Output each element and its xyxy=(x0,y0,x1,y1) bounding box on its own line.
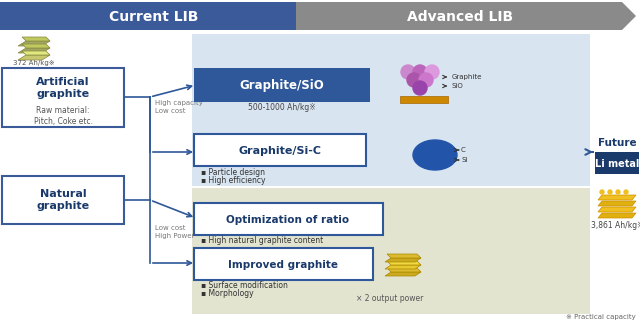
FancyBboxPatch shape xyxy=(192,188,590,314)
Text: Graphite: Graphite xyxy=(452,74,483,80)
FancyBboxPatch shape xyxy=(194,134,366,166)
Text: C: C xyxy=(461,147,466,153)
Text: High capacity
Low cost: High capacity Low cost xyxy=(155,100,203,114)
Ellipse shape xyxy=(413,140,457,170)
Text: Graphite/SiO: Graphite/SiO xyxy=(239,79,324,92)
FancyBboxPatch shape xyxy=(2,68,124,127)
Polygon shape xyxy=(296,2,636,30)
Text: Natural
graphite: Natural graphite xyxy=(36,189,90,211)
Polygon shape xyxy=(598,207,636,212)
Polygon shape xyxy=(387,254,421,258)
Text: ▪ High efficiency: ▪ High efficiency xyxy=(201,176,266,185)
Text: Optimization of ratio: Optimization of ratio xyxy=(227,215,349,225)
Text: ※ Practical capacity: ※ Practical capacity xyxy=(566,314,636,320)
Polygon shape xyxy=(385,258,421,262)
Polygon shape xyxy=(385,272,421,276)
Polygon shape xyxy=(18,41,50,46)
Circle shape xyxy=(401,65,415,79)
Text: × 2 output power: × 2 output power xyxy=(356,294,424,303)
Text: Raw material:
Pitch, Coke etc.: Raw material: Pitch, Coke etc. xyxy=(33,106,93,126)
Text: Future: Future xyxy=(598,138,637,148)
Circle shape xyxy=(425,65,439,79)
Text: 500-1000 Ah/kg※: 500-1000 Ah/kg※ xyxy=(248,102,316,111)
Polygon shape xyxy=(598,201,636,206)
Circle shape xyxy=(616,190,620,194)
Text: Graphite/Si-C: Graphite/Si-C xyxy=(239,146,321,156)
Polygon shape xyxy=(598,213,636,218)
Text: SiO: SiO xyxy=(452,83,464,89)
Polygon shape xyxy=(598,195,636,200)
Circle shape xyxy=(413,81,427,95)
FancyBboxPatch shape xyxy=(194,203,383,235)
Text: Li metal: Li metal xyxy=(595,159,639,169)
FancyBboxPatch shape xyxy=(595,152,639,174)
Circle shape xyxy=(407,73,421,87)
Polygon shape xyxy=(18,55,50,60)
Text: Current LIB: Current LIB xyxy=(109,10,198,24)
Circle shape xyxy=(600,190,604,194)
Text: ▪ High natural graphite content: ▪ High natural graphite content xyxy=(201,236,323,245)
FancyBboxPatch shape xyxy=(194,68,370,102)
Text: ▪ Surface modification: ▪ Surface modification xyxy=(201,281,288,290)
Polygon shape xyxy=(387,261,421,265)
Text: Advanced LIB: Advanced LIB xyxy=(407,10,513,24)
Circle shape xyxy=(608,190,612,194)
Text: Artificial
graphite: Artificial graphite xyxy=(36,77,90,99)
Text: Low cost
High Power: Low cost High Power xyxy=(155,225,195,239)
Polygon shape xyxy=(18,48,50,53)
FancyBboxPatch shape xyxy=(400,96,448,103)
Circle shape xyxy=(413,65,427,79)
Circle shape xyxy=(419,73,433,87)
Text: ▪ Particle design: ▪ Particle design xyxy=(201,168,265,177)
Text: 372 Ah/kg※: 372 Ah/kg※ xyxy=(13,60,55,66)
Polygon shape xyxy=(22,37,50,41)
Polygon shape xyxy=(385,265,421,269)
Text: ▪ Morphology: ▪ Morphology xyxy=(201,289,253,298)
Circle shape xyxy=(624,190,628,194)
Text: Si: Si xyxy=(461,157,467,163)
Polygon shape xyxy=(22,44,50,48)
Polygon shape xyxy=(387,268,421,272)
FancyBboxPatch shape xyxy=(192,34,590,186)
Polygon shape xyxy=(22,51,50,55)
Text: 3,861 Ah/kg※: 3,861 Ah/kg※ xyxy=(591,222,640,230)
FancyBboxPatch shape xyxy=(194,248,373,280)
Polygon shape xyxy=(0,2,320,30)
FancyBboxPatch shape xyxy=(2,176,124,224)
Text: Improved graphite: Improved graphite xyxy=(228,260,338,270)
